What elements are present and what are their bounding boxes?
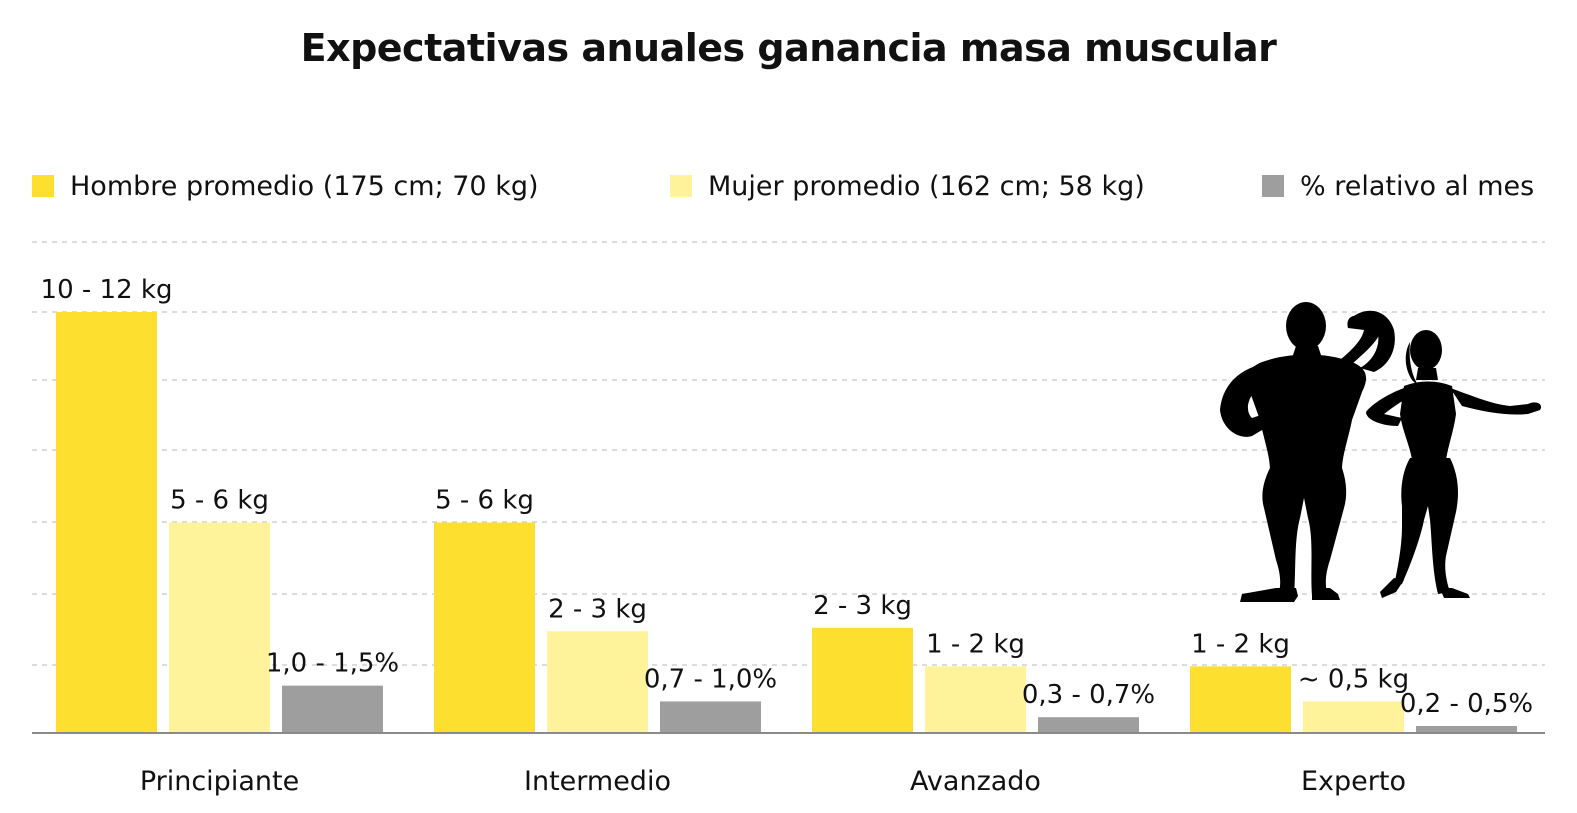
category-labels: Principiante Intermedio Avanzado Experto bbox=[140, 766, 1406, 797]
legend-item-hombre: Hombre promedio (175 cm; 70 kg) bbox=[32, 168, 539, 204]
legend-swatch-hombre bbox=[32, 175, 54, 197]
data-labels: 10 - 12 kg 5 - 6 kg 1,0 - 1,5% 5 - 6 kg 2 - … bbox=[41, 275, 1534, 719]
data-label-intermedio-series-0: 5 - 6 kg bbox=[435, 486, 534, 516]
data-label-avanzado-series-1: 1 - 2 kg bbox=[926, 629, 1025, 659]
data-label-principiante-series-0: 10 - 12 kg bbox=[41, 275, 173, 305]
legend-label-mujer: Mujer promedio (162 cm; 58 kg) bbox=[708, 170, 1145, 202]
data-label-avanzado-series-0: 2 - 3 kg bbox=[813, 591, 912, 621]
legend-label-hombre: Hombre promedio (175 cm; 70 kg) bbox=[70, 170, 539, 202]
chart-title: Expectativas anuales ganancia masa muscu… bbox=[300, 26, 1277, 70]
data-label-principiante-series-1: 5 - 6 kg bbox=[170, 486, 269, 516]
bar-principiante-series-1 bbox=[169, 522, 270, 733]
legend-item-porcentaje: % relativo al mes bbox=[1262, 168, 1534, 204]
data-label-principiante-series-2: 1,0 - 1,5% bbox=[266, 649, 399, 679]
data-label-intermedio-series-1: 2 - 3 kg bbox=[548, 594, 647, 624]
legend-label-porcentaje: % relativo al mes bbox=[1300, 170, 1535, 202]
bar-avanzado-series-0 bbox=[812, 627, 913, 733]
data-label-intermedio-series-2: 0,7 - 1,0% bbox=[644, 664, 777, 694]
bars bbox=[56, 312, 1517, 733]
bar-experto-series-2 bbox=[1416, 725, 1517, 733]
category-label-principiante: Principiante bbox=[140, 766, 299, 797]
legend-swatch-mujer bbox=[670, 175, 692, 197]
legend-item-mujer: Mujer promedio (162 cm; 58 kg) bbox=[670, 168, 1145, 204]
bar-principiante-series-2 bbox=[282, 685, 383, 733]
bar-avanzado-series-2 bbox=[1038, 717, 1139, 733]
data-label-avanzado-series-2: 0,3 - 0,7% bbox=[1022, 680, 1155, 710]
category-label-intermedio: Intermedio bbox=[524, 766, 671, 797]
bar-avanzado-series-1 bbox=[925, 666, 1026, 733]
bar-intermedio-series-0 bbox=[434, 522, 535, 733]
bar-intermedio-series-1 bbox=[547, 631, 648, 733]
bar-experto-series-0 bbox=[1190, 666, 1291, 733]
category-label-experto: Experto bbox=[1301, 766, 1406, 797]
bar-intermedio-series-2 bbox=[660, 701, 761, 733]
legend-swatch-porcentaje bbox=[1262, 175, 1284, 197]
data-label-experto-series-2: 0,2 - 0,5% bbox=[1400, 689, 1533, 719]
category-label-avanzado: Avanzado bbox=[910, 766, 1041, 797]
bodybuilders-silhouette-icon bbox=[1220, 302, 1542, 602]
data-label-experto-series-1: ~ 0,5 kg bbox=[1298, 664, 1409, 694]
bar-principiante-series-0 bbox=[56, 312, 157, 733]
bar-experto-series-1 bbox=[1303, 701, 1404, 733]
data-label-experto-series-0: 1 - 2 kg bbox=[1191, 629, 1290, 659]
